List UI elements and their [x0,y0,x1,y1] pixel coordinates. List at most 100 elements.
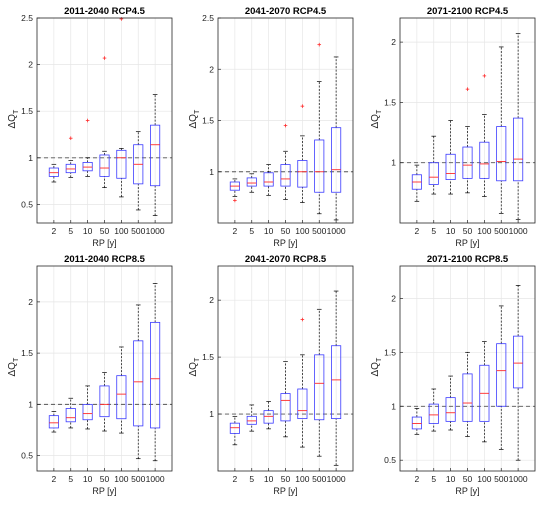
outlier-marker [482,74,487,78]
y-tick-label: 0.5 [384,455,396,465]
box-100 [297,104,308,203]
subplot-title: 2071-2100 RCP4.5 [427,6,509,17]
x-tick-label: 100 [114,474,128,484]
box-100 [297,317,308,448]
box-100 [116,17,127,198]
box-50 [99,372,110,432]
x-tick-label: 50 [100,474,110,484]
box-2 [229,178,240,203]
x-tick-label: 10 [83,474,93,484]
box-body [246,415,257,425]
x-axis-label: RP [y] [455,238,479,248]
subplot-title: 2011-2040 RCP4.5 [64,6,146,17]
box-body [428,403,439,424]
subplot-2: 1 1.5 2 2.5 2 5 10 50 100 500 1000 2041-2070 RCP4.5… [188,6,354,248]
box-body [411,416,422,430]
x-tick-label: 100 [477,474,491,484]
y-tick-label: 1.5 [202,116,214,126]
box-2 [48,163,59,183]
x-tick-label: 5 [68,226,73,236]
box-500 [133,304,144,460]
box-body [150,321,161,429]
box-50 [280,361,291,438]
box-body [48,167,59,177]
y-axis-label: ΔQT [7,357,20,376]
y-tick-label: 1 [28,153,33,163]
x-tick-label: 1000 [509,226,528,236]
y-axis-label-main: ΔQ [188,362,199,377]
box-10 [82,385,93,430]
box-10 [445,120,456,195]
subplot-title: 2011-2040 RCP8.5 [64,254,146,265]
box-1000 [331,56,342,221]
y-axis-label-subscript: T [13,357,20,362]
box-body [314,139,325,193]
box-500 [314,308,325,457]
box-body [297,388,308,420]
y-tick-label: 1 [209,409,214,419]
box-body [331,127,342,193]
y-axis-label: ΔQT [7,109,20,128]
x-tick-label: 5 [431,226,436,236]
x-tick-label: 2 [233,474,238,484]
subplot-4: 0.5 1 1.5 2 2 5 10 50 100 500 1000 2011-2040 RCP8.5… [7,254,173,496]
box-10 [445,375,456,431]
box-2 [411,164,422,202]
x-axis-label: RP [y] [273,486,297,496]
x-tick-label: 10 [83,226,93,236]
box-body [229,422,240,434]
box-body [445,153,456,180]
subplot-title: 2041-2070 RCP4.5 [245,6,327,17]
box-5 [428,388,439,432]
x-axis-label: RP [y] [273,238,297,248]
x-tick-label: 500 [312,226,326,236]
x-tick-label: 10 [264,474,274,484]
y-axis-label-main: ΔQ [7,114,18,129]
subplot-1: 0.5 1 1.5 2 2.5 2 5 10 50 100 500 1000 2011-2040 RCP… [7,6,173,248]
y-axis-label-main: ΔQ [188,114,199,129]
box-body [496,126,507,182]
y-axis-label-subscript: T [376,109,383,114]
x-axis-label: RP [y] [92,486,116,496]
y-tick-label: 1 [391,158,396,168]
y-axis-label-main: ΔQ [370,114,381,129]
x-tick-label: 5 [249,226,254,236]
box-body [263,172,274,187]
box-5 [246,404,257,432]
x-tick-label: 5 [68,474,73,484]
outlier-marker [465,87,470,91]
y-tick-label: 2.5 [202,13,214,23]
box-body [82,403,93,421]
x-axis-label: RP [y] [92,238,116,248]
box-body [99,385,110,418]
outlier-marker [283,123,288,128]
x-tick-label: 100 [295,226,309,236]
x-tick-label: 500 [131,226,145,236]
box-10 [263,401,274,430]
y-tick-label: 1 [209,167,214,177]
outlier-marker [317,42,322,47]
box-1000 [513,33,524,220]
y-axis-label: ΔQT [370,357,383,376]
box-body [48,415,59,429]
y-axis-label: ΔQT [188,357,201,376]
subplot-6: 0.5 1 1.5 2 2 5 10 50 100 500 1000 2071-2100 RCP8.5… [370,254,536,496]
y-tick-label: 1.5 [202,352,214,362]
box-1000 [150,283,161,462]
y-axis-label-subscript: T [194,109,201,114]
box-1000 [513,285,524,461]
box-body [82,162,93,172]
x-tick-label: 100 [477,226,491,236]
box-body [263,410,274,424]
y-tick-label: 2 [391,293,396,303]
box-10 [263,164,274,196]
x-tick-label: 5 [431,474,436,484]
y-tick-label: 1.5 [21,106,33,116]
x-tick-label: 500 [312,474,326,484]
y-tick-label: 1.5 [384,97,396,107]
y-tick-label: 2 [28,297,33,307]
box-1000 [331,290,342,466]
subplot-title: 2071-2100 RCP8.5 [427,254,509,265]
outlier-marker [68,136,73,141]
box-5 [65,136,76,178]
